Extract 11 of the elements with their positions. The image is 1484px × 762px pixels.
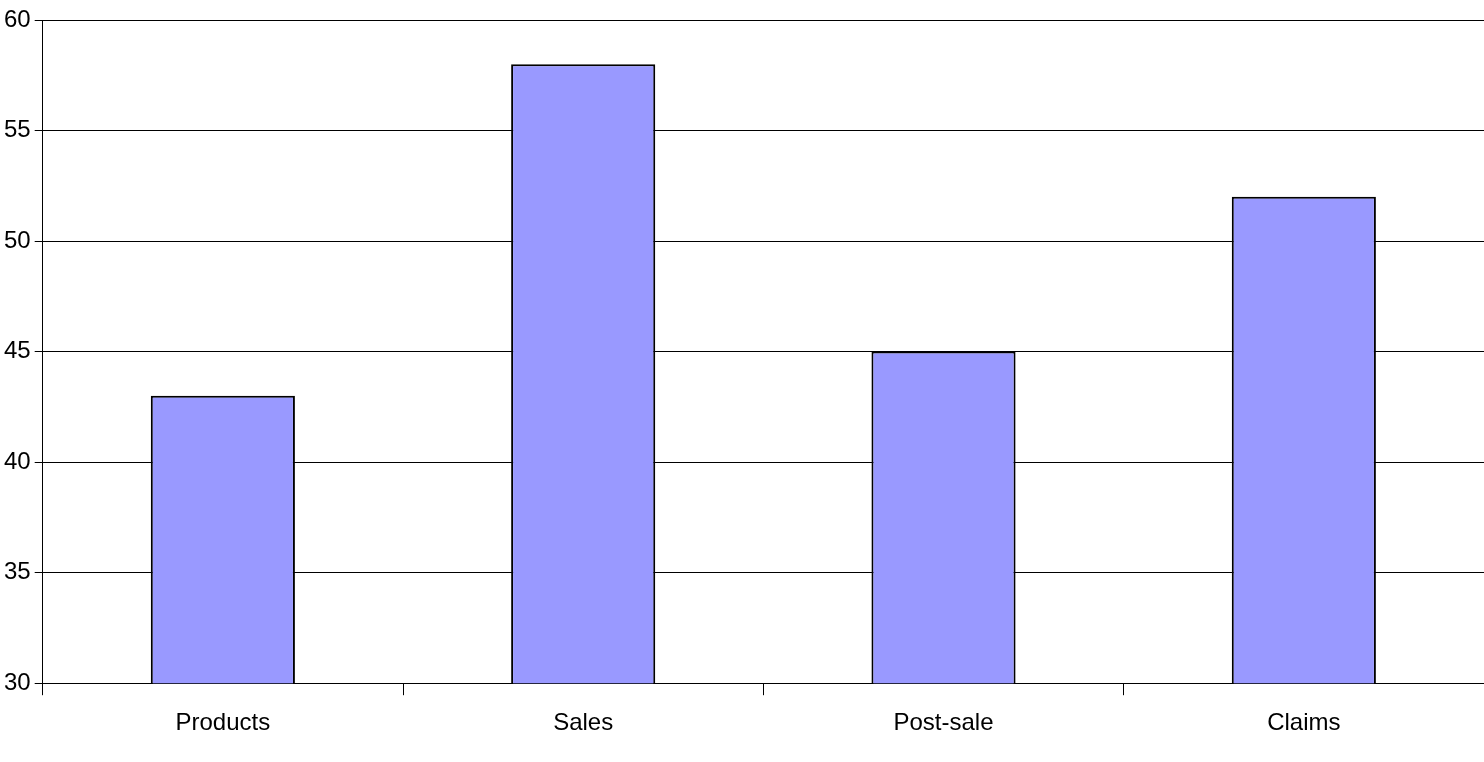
y-tick-label: 30 [3,667,31,695]
y-tick-label: 60 [3,4,31,32]
x-tick-label: Sales [553,708,614,736]
x-tick-label: Post-sale [893,708,994,736]
y-tick-label: 45 [3,336,31,364]
y-tick-label: 40 [3,446,31,474]
y-tick-label: 50 [3,225,31,253]
y-tick-label: 35 [3,557,31,585]
y-tick-label: 55 [3,115,31,143]
x-tick-label: Claims [1267,708,1341,736]
x-tick-label: Products [175,708,271,736]
